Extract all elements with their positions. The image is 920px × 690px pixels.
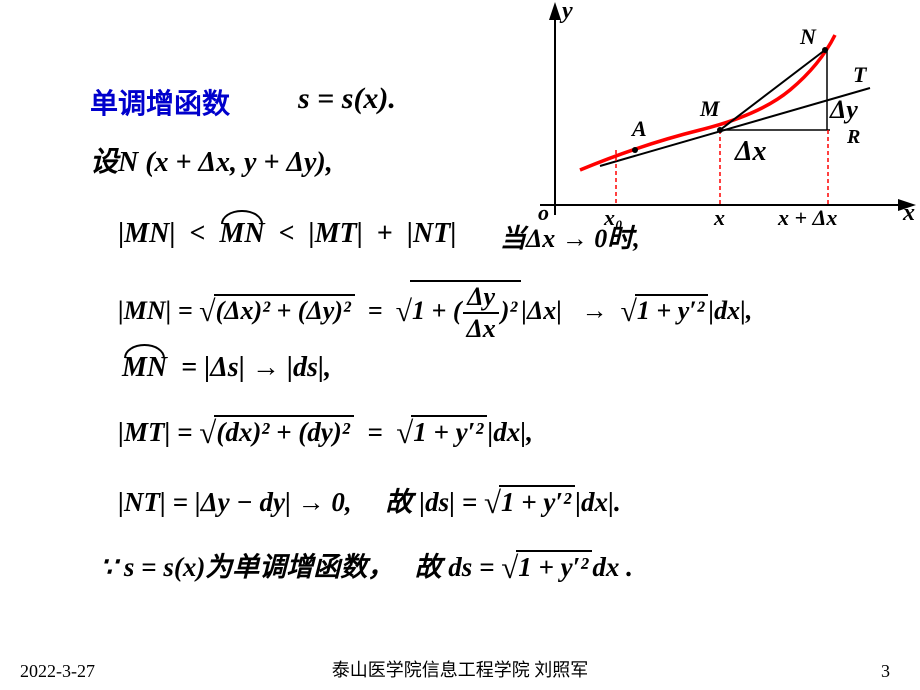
chord-mn: [720, 50, 825, 130]
y-axis-label: y: [562, 0, 573, 25]
arc-line: MN = |Δs| → |ds|,: [122, 352, 331, 384]
heading-eq: s = s(x).: [298, 82, 396, 116]
mn-line: |MN| = √(Δx)² + (Δy)² = √1 + (ΔyΔx)²|Δx|…: [118, 280, 752, 344]
label-m: M: [700, 96, 720, 122]
point-n: [822, 47, 828, 53]
ineq-line: |MN| < MN < |MT| + |NT|: [118, 218, 457, 250]
point-m: [717, 127, 723, 133]
x-axis-label: x: [903, 200, 915, 227]
set-n-line: 设N (x + Δx, y + Δy),: [90, 140, 333, 180]
label-a: A: [632, 116, 647, 142]
label-n: N: [800, 24, 816, 50]
label-t: T: [853, 62, 866, 88]
label-dx: Δx: [735, 136, 767, 168]
heading-cn: 单调增函数: [90, 82, 230, 122]
tick-xdx: x + Δx: [778, 205, 837, 231]
footer-page: 3: [881, 661, 890, 682]
label-r: R: [847, 126, 860, 149]
footer-center: 泰山医学院信息工程学院 刘照军: [0, 656, 920, 682]
conclusion-line: ∵ s = s(x)为单调增函数， 故 ds = √1 + y′²dx .: [100, 545, 633, 586]
label-dy: Δy: [830, 95, 858, 125]
limit-text: 当Δx → 0时,: [500, 218, 640, 255]
point-a: [632, 147, 638, 153]
tick-x: x: [714, 205, 725, 231]
nt-line: |NT| = |Δy − dy| → 0, 故 |ds| = √1 + y′²|…: [118, 480, 621, 521]
arc-mn-1: MN: [219, 218, 264, 250]
arc-mn-2: MN: [122, 352, 167, 384]
mt-line: |MT| = √(dx)² + (dy)² = √1 + y′²|dx|,: [118, 415, 533, 451]
